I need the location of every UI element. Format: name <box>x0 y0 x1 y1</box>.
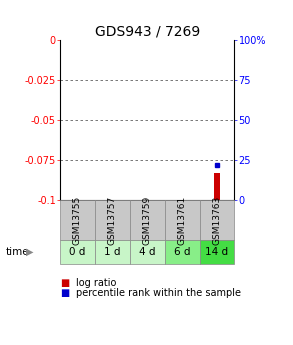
Text: 14 d: 14 d <box>205 247 229 257</box>
Text: GSM13761: GSM13761 <box>178 195 187 245</box>
Text: GSM13757: GSM13757 <box>108 195 117 245</box>
Bar <box>214 173 220 200</box>
Text: 4 d: 4 d <box>139 247 156 257</box>
Text: 0 d: 0 d <box>69 247 86 257</box>
Text: GSM13755: GSM13755 <box>73 195 82 245</box>
Text: time: time <box>6 247 30 257</box>
Text: GSM13759: GSM13759 <box>143 195 152 245</box>
Text: 1 d: 1 d <box>104 247 121 257</box>
Text: ▶: ▶ <box>25 247 33 257</box>
Text: ■: ■ <box>60 288 69 298</box>
Text: 6 d: 6 d <box>174 247 190 257</box>
Title: GDS943 / 7269: GDS943 / 7269 <box>95 24 200 39</box>
Text: percentile rank within the sample: percentile rank within the sample <box>76 288 241 298</box>
Text: ■: ■ <box>60 278 69 288</box>
Text: GSM13763: GSM13763 <box>212 195 222 245</box>
Text: log ratio: log ratio <box>76 278 117 288</box>
